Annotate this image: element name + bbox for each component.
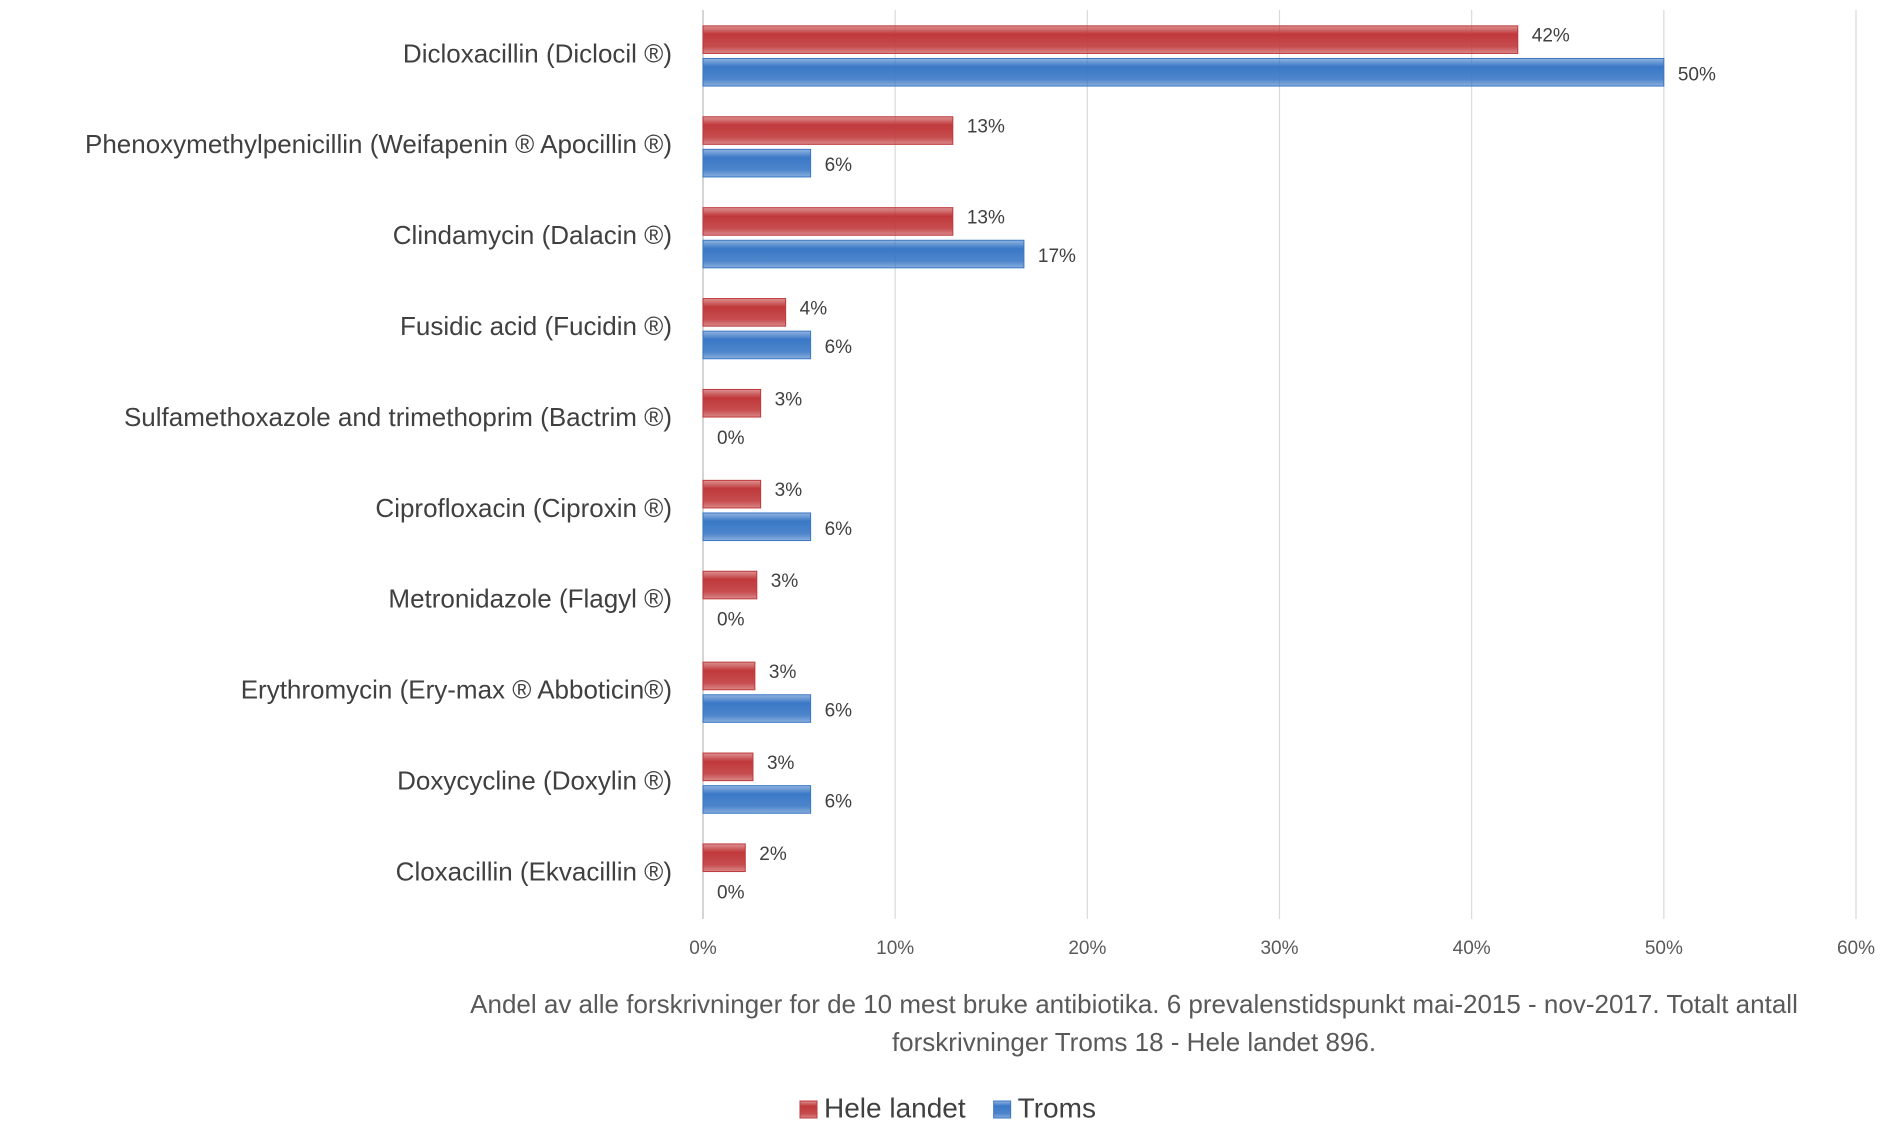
x-tick-label: 20%	[1068, 938, 1106, 959]
bar	[702, 661, 756, 691]
bar	[702, 843, 746, 873]
bar	[702, 388, 762, 418]
y-tick-label: Sulfamethoxazole and trimethoprim (Bactr…	[124, 402, 672, 432]
bar	[702, 298, 787, 327]
data-label: 50%	[1678, 64, 1716, 85]
y-tick-label: Ciprofloxacin (Ciproxin ®)	[375, 493, 672, 523]
bar	[702, 512, 812, 542]
y-tick-label: Erythromycin (Ery-max ® Abboticin®)	[241, 675, 672, 705]
data-label: 4%	[800, 298, 828, 319]
y-tick-label: Cloxacillin (Ekvacillin ®)	[396, 856, 672, 886]
data-label: 0%	[717, 428, 745, 449]
data-label: 0%	[717, 610, 745, 631]
bar	[702, 239, 1025, 269]
data-label: 17%	[1038, 246, 1076, 267]
y-tick-label: Phenoxymethylpenicillin (Weifapenin ® Ap…	[85, 129, 672, 159]
x-tick-label: 60%	[1837, 938, 1875, 959]
bar	[702, 207, 954, 236]
legend-label: Hele landet	[824, 1092, 966, 1123]
bar	[702, 694, 812, 723]
x-tick-label: 50%	[1645, 938, 1683, 959]
bar	[702, 57, 1665, 87]
data-label: 6%	[825, 791, 853, 812]
data-label: 3%	[771, 571, 799, 592]
data-label: 3%	[769, 662, 797, 683]
data-label: 2%	[759, 844, 787, 865]
y-tick-label: Clindamycin (Dalacin ®)	[393, 220, 672, 250]
bar	[702, 479, 762, 509]
data-label: 6%	[825, 701, 853, 722]
caption: forskrivninger Troms 18 - Hele landet 89…	[892, 1027, 1376, 1057]
data-label: 6%	[825, 519, 853, 540]
data-label: 6%	[825, 155, 853, 176]
data-label: 13%	[967, 117, 1005, 138]
bar	[702, 752, 754, 782]
data-label: 3%	[767, 753, 795, 774]
y-tick-label: Doxycycline (Doxylin ®)	[397, 766, 672, 796]
data-label: 42%	[1532, 26, 1570, 47]
data-label: 6%	[825, 337, 853, 358]
bar	[702, 148, 812, 178]
bar	[702, 330, 812, 360]
legend-swatch	[993, 1100, 1012, 1119]
legend-label: Troms	[1018, 1092, 1096, 1123]
x-tick-label: 10%	[876, 938, 914, 959]
x-tick-label: 0%	[689, 938, 717, 959]
data-label: 13%	[967, 207, 1005, 228]
data-label: 3%	[775, 389, 803, 410]
data-label: 3%	[775, 480, 803, 501]
x-tick-label: 30%	[1260, 938, 1298, 959]
bar	[702, 25, 1519, 54]
data-label: 0%	[717, 882, 745, 903]
bar	[702, 116, 954, 145]
y-tick-label: Metronidazole (Flagyl ®)	[388, 584, 672, 614]
y-tick-label: Dicloxacillin (Diclocil ®)	[403, 38, 672, 68]
bar	[702, 785, 812, 814]
bar	[702, 570, 758, 600]
x-tick-label: 40%	[1453, 938, 1491, 959]
legend-swatch	[799, 1100, 818, 1119]
y-tick-label: Fusidic acid (Fucidin ®)	[400, 311, 672, 341]
caption: Andel av alle forskrivninger for de 10 m…	[470, 989, 1798, 1019]
